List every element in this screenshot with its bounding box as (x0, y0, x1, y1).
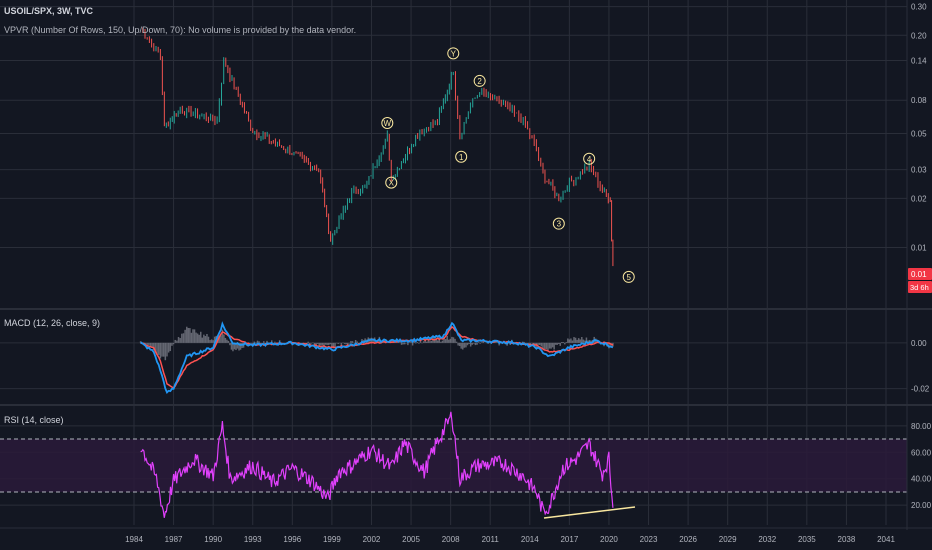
vpvr-indicator-label[interactable]: VPVR (Number Of Rows, 150, Up/Down, 70):… (4, 25, 357, 35)
wave-label-circle (622, 270, 635, 283)
price-axis-tick: 0.03 (911, 166, 927, 175)
wave-label-circle (385, 176, 398, 189)
rsi-trendline[interactable] (543, 506, 636, 519)
macd-signal-line (140, 325, 614, 389)
price-series (142, 27, 614, 267)
wave-label-text: 1 (459, 153, 464, 162)
time-axis-label: 2005 (402, 535, 420, 544)
time-axis-label: 2029 (719, 535, 737, 544)
rsi-axis[interactable]: 80.00 60.00 40.00 20.00 (911, 422, 932, 510)
chart-grid (0, 0, 907, 525)
current-price-tag: 0.01 3d 6h (908, 268, 932, 293)
wave-label-circle (381, 116, 394, 129)
time-axis-label: 2011 (482, 535, 500, 544)
time-axis-label: 2026 (679, 535, 697, 544)
time-axis-label: 2032 (758, 535, 776, 544)
time-axis[interactable]: 1984 1987 1990 1993 1996 1999 2002 2005 2008 2011… (125, 535, 895, 544)
wave-label-text: X (389, 179, 395, 188)
wave-label: Y (447, 47, 460, 60)
price-axis-tick: 0.02 (911, 194, 927, 203)
price-axis-tick: 0.20 (911, 31, 927, 40)
time-axis-label: 1987 (165, 535, 183, 544)
time-axis-label: 2008 (442, 535, 460, 544)
wave-label-text: 2 (477, 77, 482, 86)
wave-label-circle (455, 150, 468, 163)
rsi-series (140, 411, 614, 518)
price-axis-tick: 0.30 (911, 3, 927, 12)
time-axis-label: 2041 (877, 535, 895, 544)
macd-indicator-label[interactable]: MACD (12, 26, close, 9) (4, 318, 101, 328)
wave-label-circle (552, 217, 565, 230)
rsi-line (140, 411, 614, 518)
time-axis-label: 1996 (283, 535, 301, 544)
time-axis-label: 1984 (125, 535, 143, 544)
time-axis-label: 2017 (560, 535, 578, 544)
rsi-axis-tick: 40.00 (911, 475, 932, 484)
rsi-axis-tick: 80.00 (911, 422, 932, 431)
wave-label: 5 (622, 270, 635, 283)
time-axis-label: 1990 (204, 535, 222, 544)
wave-label-text: Y (451, 49, 457, 58)
elliott-wave-labels[interactable]: W X Y 1 2 3 4 5 (381, 47, 635, 283)
price-axis-tick: 0.05 (911, 129, 927, 138)
time-axis-label: 2023 (640, 535, 658, 544)
time-axis-label: 1999 (323, 535, 341, 544)
wave-label-circle (473, 74, 486, 87)
macd-series (139, 321, 614, 394)
pane-dividers[interactable] (0, 0, 932, 530)
macd-axis[interactable]: 0.00 -0.02 (911, 339, 930, 394)
time-axis-label: 2038 (838, 535, 856, 544)
wave-label-text: 3 (557, 220, 562, 229)
time-axis-label: 1993 (244, 535, 262, 544)
price-axis[interactable]: 0.30 0.20 0.14 0.08 0.05 0.03 0.02 0.01 (911, 3, 927, 253)
price-axis-tick: 0.08 (911, 96, 927, 105)
time-axis-label: 2014 (521, 535, 539, 544)
wave-label: 4 (583, 152, 596, 165)
price-axis-tick: 0.01 (911, 243, 927, 252)
rsi-overbought-oversold-band (0, 439, 907, 492)
countdown-box (908, 281, 932, 293)
wave-label-circle (583, 152, 596, 165)
macd-axis-tick: 0.00 (911, 339, 927, 348)
wave-label-text: 4 (587, 155, 592, 164)
wave-label-circle (447, 47, 460, 60)
wave-label: W (381, 116, 394, 129)
price-tag-box (908, 268, 932, 280)
wave-label-text: W (384, 119, 392, 128)
rsi-axis-tick: 20.00 (911, 501, 932, 510)
wave-label: 2 (473, 74, 486, 87)
wave-label: X (385, 176, 398, 189)
rsi-indicator-label[interactable]: RSI (14, close) (4, 415, 64, 425)
symbol-title[interactable]: USOIL/SPX, 3W, TVC (4, 6, 94, 16)
rsi-axis-tick: 60.00 (911, 448, 932, 457)
price-tag-countdown: 3d 6h (910, 283, 929, 292)
wave-label: 1 (455, 150, 468, 163)
time-axis-label: 2002 (363, 535, 381, 544)
time-axis-label: 2020 (600, 535, 618, 544)
macd-axis-tick: -0.02 (911, 385, 930, 394)
price-axis-tick: 0.14 (911, 57, 927, 66)
wave-label-text: 5 (627, 273, 632, 282)
price-tag-value: 0.01 (911, 270, 927, 279)
time-axis-label: 2035 (798, 535, 816, 544)
wave-label: 3 (552, 217, 565, 230)
macd-line (140, 321, 614, 394)
